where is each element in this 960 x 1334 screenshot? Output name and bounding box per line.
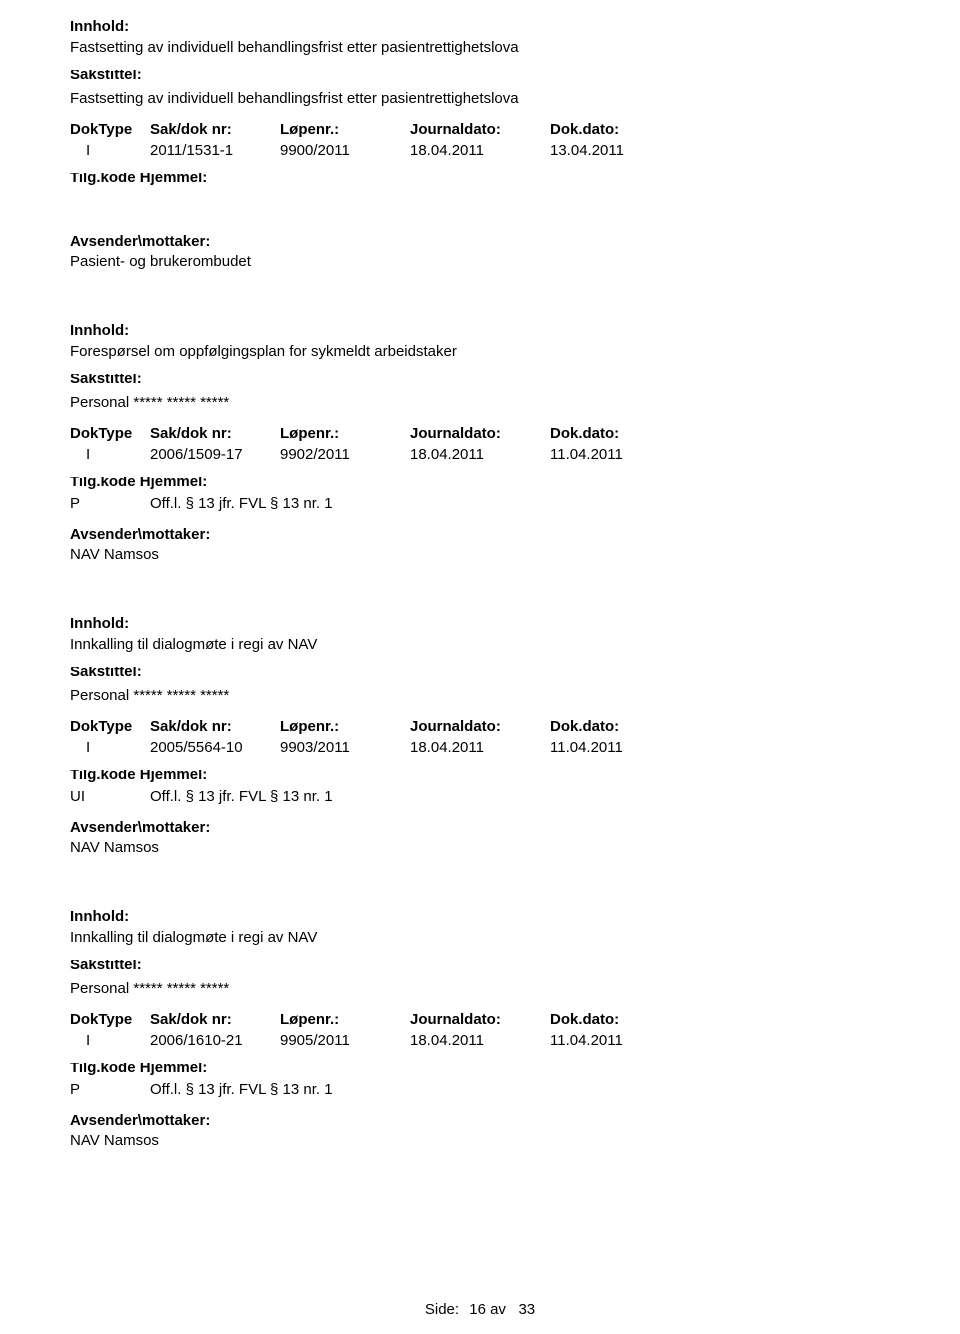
journaldato-header: Journaldato: xyxy=(410,121,550,138)
avsender-value: NAV Namsos xyxy=(70,839,890,856)
dokdato-header: Dok.dato: xyxy=(550,1011,680,1028)
dokdato-value: 11.04.2011 xyxy=(550,739,680,756)
page-of-label: av xyxy=(490,1301,506,1318)
journal-entry: Innhold: Innkalling til dialogmøte i reg… xyxy=(70,615,890,856)
lopenr-value: 9900/2011 xyxy=(280,142,410,159)
dokdato-header: Dok.dato: xyxy=(550,121,680,138)
innhold-value: Fastsetting av individuell behandlingsfr… xyxy=(70,39,890,56)
column-headers: DokType Sak/dok nr: Løpenr.: Journaldato… xyxy=(70,425,890,442)
sakstittel-value: Personal ***** ***** ***** xyxy=(70,394,890,411)
doktype-value: I xyxy=(70,446,150,463)
doktype-value: I xyxy=(70,142,150,159)
journal-entry: Innhold: Fastsetting av individuell beha… xyxy=(70,18,890,270)
tilg-values: P Off.l. § 13 jfr. FVL § 13 nr. 1 xyxy=(70,495,890,512)
sakstittel-label: Sakstittel: xyxy=(70,667,890,683)
tilgkode-hjemmel-label: Tilg.kode Hjemmel: xyxy=(70,770,270,788)
avsender-value: NAV Namsos xyxy=(70,1132,890,1149)
innhold-value: Innkalling til dialogmøte i regi av NAV xyxy=(70,636,890,653)
journal-entry: Innhold: Innkalling til dialogmøte i reg… xyxy=(70,908,890,1149)
column-values: I 2005/5564-10 9903/2011 18.04.2011 11.0… xyxy=(70,739,890,756)
sakstittel-value: Personal ***** ***** ***** xyxy=(70,687,890,704)
doktype-header: DokType xyxy=(70,718,150,735)
tilgkode-hjemmel-label: Tilg.kode Hjemmel: xyxy=(70,477,270,495)
sakstittel-label: Sakstittel: xyxy=(70,960,890,976)
tilg-row: Tilg.kode Hjemmel: xyxy=(70,1063,890,1081)
journal-entry: Innhold: Forespørsel om oppfølgingsplan … xyxy=(70,322,890,563)
avsender-value: NAV Namsos xyxy=(70,546,890,563)
avsender-value: Pasient- og brukerombudet xyxy=(70,253,890,270)
hjemmel-value: Off.l. § 13 jfr. FVL § 13 nr. 1 xyxy=(150,495,890,512)
tilgkode-value: P xyxy=(70,1081,150,1098)
lopenr-header: Løpenr.: xyxy=(280,1011,410,1028)
sakdok-header: Sak/dok nr: xyxy=(150,425,280,442)
innhold-value: Forespørsel om oppfølgingsplan for sykme… xyxy=(70,343,890,360)
journaldato-value: 18.04.2011 xyxy=(410,446,550,463)
hjemmel-value: Off.l. § 13 jfr. FVL § 13 nr. 1 xyxy=(150,1081,890,1098)
sakstittel-value: Personal ***** ***** ***** xyxy=(70,980,890,997)
innhold-value: Innkalling til dialogmøte i regi av NAV xyxy=(70,929,890,946)
dokdato-value: 11.04.2011 xyxy=(550,1032,680,1049)
column-headers: DokType Sak/dok nr: Løpenr.: Journaldato… xyxy=(70,1011,890,1028)
tilgkode-hjemmel-label: Tilg.kode Hjemmel: xyxy=(70,1063,270,1081)
sakdok-value: 2006/1610-21 xyxy=(150,1032,280,1049)
tilgkode-value: UI xyxy=(70,788,150,805)
column-headers: DokType Sak/dok nr: Løpenr.: Journaldato… xyxy=(70,121,890,138)
page-current: 16 xyxy=(469,1301,486,1318)
lopenr-value: 9903/2011 xyxy=(280,739,410,756)
tilg-row: Tilg.kode Hjemmel: xyxy=(70,477,890,495)
journaldato-header: Journaldato: xyxy=(410,718,550,735)
journaldato-value: 18.04.2011 xyxy=(410,142,550,159)
column-values: I 2006/1610-21 9905/2011 18.04.2011 11.0… xyxy=(70,1032,890,1049)
sakdok-value: 2011/1531-1 xyxy=(150,142,280,159)
sakdok-header: Sak/dok nr: xyxy=(150,718,280,735)
innhold-label: Innhold: xyxy=(70,908,890,925)
lopenr-value: 9902/2011 xyxy=(280,446,410,463)
journaldato-header: Journaldato: xyxy=(410,425,550,442)
avsender-label: Avsender\mottaker: xyxy=(70,1112,890,1129)
innhold-label: Innhold: xyxy=(70,18,890,35)
sakdok-header: Sak/dok nr: xyxy=(150,1011,280,1028)
lopenr-header: Løpenr.: xyxy=(280,718,410,735)
tilg-row: Tilg.kode Hjemmel: xyxy=(70,770,890,788)
dokdato-value: 13.04.2011 xyxy=(550,142,680,159)
page-total: 33 xyxy=(518,1301,535,1318)
avsender-label: Avsender\mottaker: xyxy=(70,526,890,543)
sakdok-header: Sak/dok nr: xyxy=(150,121,280,138)
dokdato-header: Dok.dato: xyxy=(550,718,680,735)
dokdato-value: 11.04.2011 xyxy=(550,446,680,463)
avsender-label: Avsender\mottaker: xyxy=(70,233,890,250)
sakstittel-label: Sakstittel: xyxy=(70,374,890,390)
journaldato-header: Journaldato: xyxy=(410,1011,550,1028)
tilg-row: Tilg.kode Hjemmel: xyxy=(70,173,890,191)
doktype-value: I xyxy=(70,739,150,756)
tilgkode-value: P xyxy=(70,495,150,512)
lopenr-header: Løpenr.: xyxy=(280,425,410,442)
doktype-header: DokType xyxy=(70,1011,150,1028)
column-values: I 2011/1531-1 9900/2011 18.04.2011 13.04… xyxy=(70,142,890,159)
tilgkode-hjemmel-label: Tilg.kode Hjemmel: xyxy=(70,173,270,191)
doktype-value: I xyxy=(70,1032,150,1049)
tilg-values: UI Off.l. § 13 jfr. FVL § 13 nr. 1 xyxy=(70,788,890,805)
side-label: Side: xyxy=(425,1301,459,1318)
journaldato-value: 18.04.2011 xyxy=(410,1032,550,1049)
avsender-label: Avsender\mottaker: xyxy=(70,819,890,836)
sakstittel-label: Sakstittel: xyxy=(70,70,890,86)
innhold-label: Innhold: xyxy=(70,322,890,339)
doktype-header: DokType xyxy=(70,425,150,442)
journaldato-value: 18.04.2011 xyxy=(410,739,550,756)
page-footer: Side: 16 av 33 xyxy=(0,1301,960,1318)
innhold-label: Innhold: xyxy=(70,615,890,632)
sakstittel-value: Fastsetting av individuell behandlingsfr… xyxy=(70,90,890,107)
sakdok-value: 2006/1509-17 xyxy=(150,446,280,463)
hjemmel-value: Off.l. § 13 jfr. FVL § 13 nr. 1 xyxy=(150,788,890,805)
column-headers: DokType Sak/dok nr: Løpenr.: Journaldato… xyxy=(70,718,890,735)
column-values: I 2006/1509-17 9902/2011 18.04.2011 11.0… xyxy=(70,446,890,463)
sakdok-value: 2005/5564-10 xyxy=(150,739,280,756)
dokdato-header: Dok.dato: xyxy=(550,425,680,442)
lopenr-value: 9905/2011 xyxy=(280,1032,410,1049)
lopenr-header: Løpenr.: xyxy=(280,121,410,138)
doktype-header: DokType xyxy=(70,121,150,138)
tilg-values: P Off.l. § 13 jfr. FVL § 13 nr. 1 xyxy=(70,1081,890,1098)
